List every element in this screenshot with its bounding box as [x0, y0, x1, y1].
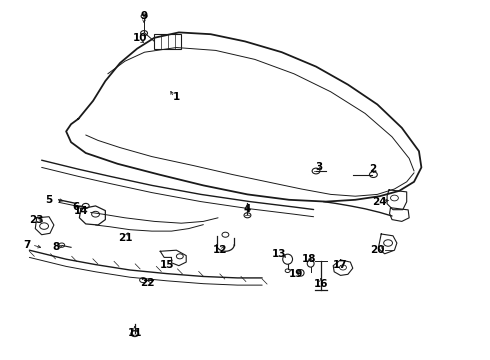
Text: 11: 11: [127, 328, 142, 338]
Text: 5: 5: [46, 195, 52, 205]
Text: 1: 1: [173, 92, 180, 102]
Text: 13: 13: [272, 249, 287, 259]
Text: 18: 18: [301, 254, 316, 264]
Text: 3: 3: [315, 162, 322, 172]
Text: 2: 2: [369, 164, 376, 174]
Text: 10: 10: [132, 33, 147, 43]
Text: 6: 6: [73, 202, 79, 212]
Text: 19: 19: [289, 269, 304, 279]
Text: 7: 7: [23, 240, 31, 250]
Text: 8: 8: [53, 242, 60, 252]
Text: 14: 14: [74, 206, 88, 216]
Text: 16: 16: [314, 279, 328, 289]
Text: 12: 12: [213, 245, 228, 255]
Text: 21: 21: [118, 233, 132, 243]
Text: 24: 24: [372, 197, 387, 207]
Text: 9: 9: [141, 11, 148, 21]
Text: 17: 17: [333, 260, 348, 270]
Bar: [154, 34, 181, 49]
Text: 20: 20: [370, 245, 385, 255]
Text: 23: 23: [29, 215, 44, 225]
Text: 22: 22: [140, 278, 154, 288]
Text: 4: 4: [244, 204, 251, 214]
Text: 15: 15: [159, 260, 174, 270]
